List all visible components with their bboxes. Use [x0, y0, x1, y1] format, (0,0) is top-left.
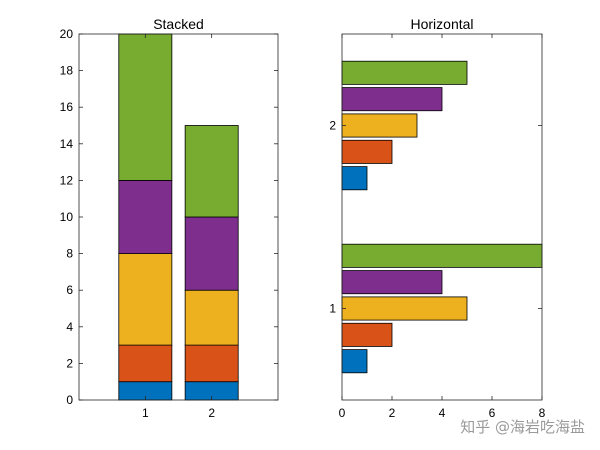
horizontal-bar-cat2-series-1	[341, 166, 368, 191]
horizontal-bar-cat1-series-4	[341, 270, 443, 295]
stacked-y-tick-label: 8	[66, 247, 73, 261]
horizontal-x-tick-label: 6	[489, 406, 496, 420]
stacked-y-tick-label: 0	[66, 393, 73, 407]
horizontal-bar-chart: 0 2 4 6 8 1 2 Horizontal	[329, 16, 545, 420]
horizontal-bar-cat1-series-3	[341, 296, 468, 321]
stacked-y-tick-label: 2	[66, 356, 73, 370]
stacked-x-tick-label: 1	[142, 406, 149, 420]
horizontal-chart-title: Horizontal	[410, 16, 473, 32]
horizontal-y-tick-label: 2	[329, 119, 336, 133]
stacked-x-tick-label: 2	[208, 406, 215, 420]
stacked-y-tick-label: 18	[60, 64, 74, 78]
horizontal-bar-cat2-series-3	[341, 113, 418, 138]
stacked-y-tick-label: 20	[60, 27, 74, 41]
horizontal-bar-cat1-series-1	[341, 349, 368, 374]
stacked-y-tick-label: 14	[60, 137, 74, 151]
stacked-bar-cat1-series-5	[118, 33, 173, 181]
horizontal-bar-cat2-series-4	[341, 87, 443, 112]
stacked-bar-cat2-series-3	[184, 289, 239, 346]
stacked-y-tick-label: 4	[66, 320, 73, 334]
horizontal-x-tick-label: 0	[339, 406, 346, 420]
horizontal-bar-cat2-series-2	[341, 139, 393, 164]
stacked-y-tick-label: 16	[60, 100, 74, 114]
horizontal-bar-cat2-series-5	[341, 60, 468, 85]
stacked-y-tick-label: 6	[66, 283, 73, 297]
stacked-chart-title: Stacked	[153, 16, 204, 32]
horizontal-x-tick-label: 8	[539, 406, 546, 420]
horizontal-bar-cat1-series-2	[341, 322, 393, 347]
stacked-bar-cat1-series-4	[118, 179, 173, 254]
stacked-bar-cat2-series-2	[184, 344, 239, 383]
stacked-y-tick-label: 10	[60, 210, 74, 224]
watermark-text: 知乎 @海岩吃海盐	[460, 418, 585, 436]
stacked-bar-cat1-series-3	[118, 253, 173, 346]
horizontal-bar-cat1-series-5	[341, 243, 543, 268]
horizontal-x-tick-label: 4	[439, 406, 446, 420]
stacked-y-tick-label: 12	[60, 173, 74, 187]
stacked-bar-cat2-series-4	[184, 216, 239, 291]
horizontal-y-tick-label: 1	[329, 302, 336, 316]
stacked-bar-cat2-series-5	[184, 125, 239, 218]
horizontal-x-tick-label: 2	[389, 406, 396, 420]
stacked-bar-cat1-series-2	[118, 344, 173, 383]
